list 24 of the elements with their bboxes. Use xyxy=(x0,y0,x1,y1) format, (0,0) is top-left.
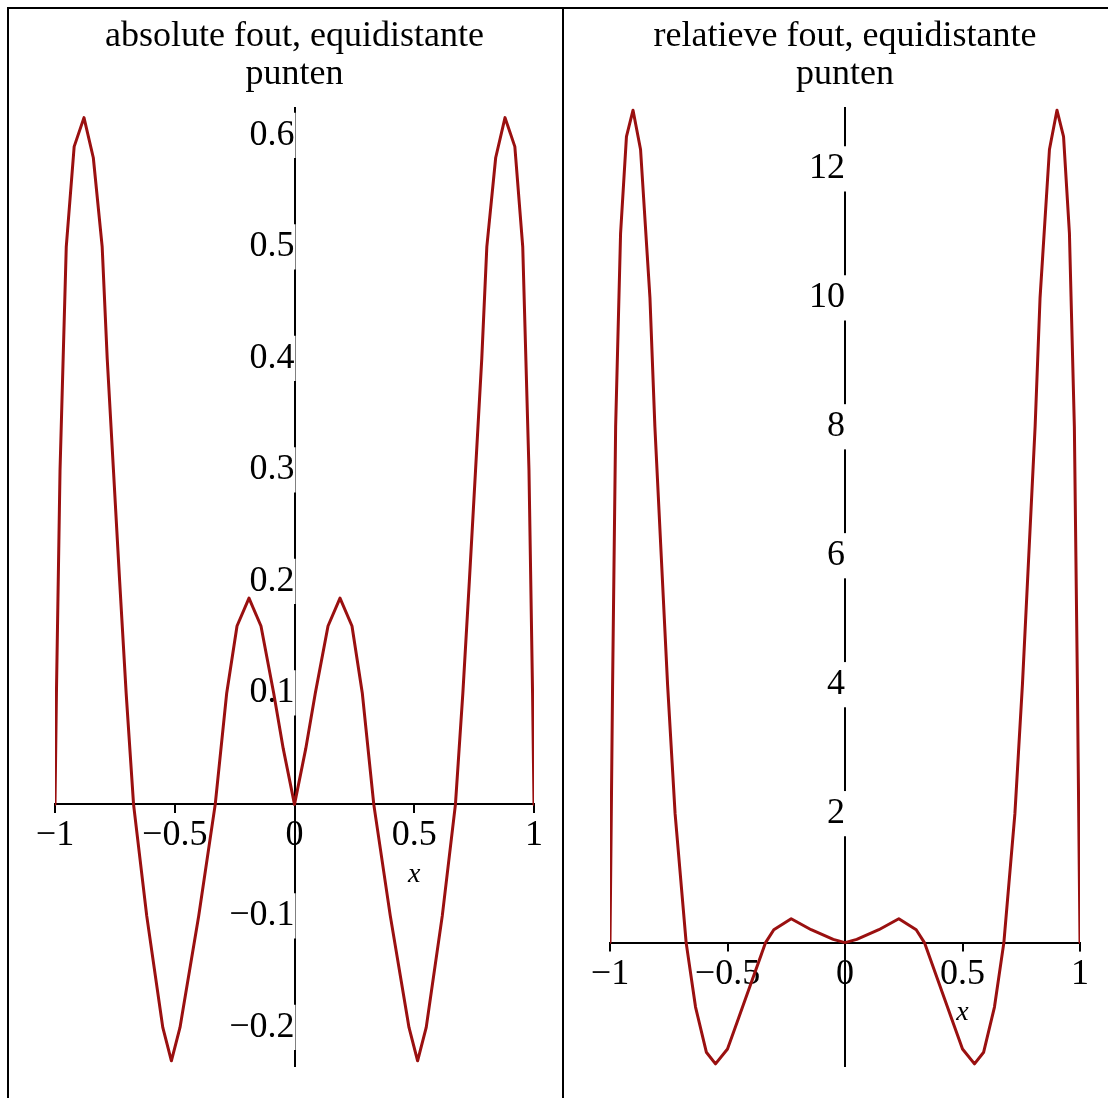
x-tick-label: 1 xyxy=(525,813,543,854)
y-tick-label: 2 xyxy=(827,791,845,832)
y-tick-label: 12 xyxy=(809,146,845,187)
y-tick-label: 10 xyxy=(809,275,845,316)
x-tick-label: 0.5 xyxy=(391,813,437,854)
y-tick-label: 0.2 xyxy=(249,558,295,599)
y-tick-label: 0.4 xyxy=(249,335,295,376)
chart-title: absolute fout, equidistante punten xyxy=(105,14,484,93)
y-tick-label: 0.3 xyxy=(249,447,295,488)
y-tick-label: −0.1 xyxy=(229,893,295,934)
y-tick-label: 6 xyxy=(827,533,845,574)
x-tick-label: −1 xyxy=(590,951,630,992)
x-tick-label: −0.5 xyxy=(142,813,208,854)
y-tick-label: −0.2 xyxy=(229,1004,295,1045)
y-tick-label: 0.6 xyxy=(249,112,295,153)
x-tick-label: 0.5 xyxy=(940,951,985,992)
y-tick-label: 0.5 xyxy=(249,224,295,265)
y-tick-label: 4 xyxy=(827,662,845,703)
y-tick-label: 8 xyxy=(827,404,845,445)
x-tick-label: −1 xyxy=(35,813,75,854)
x-axis-title: x xyxy=(955,994,970,1026)
x-axis-title: x xyxy=(407,856,422,888)
chart-title: relatieve fout, equidistante punten xyxy=(653,14,1037,93)
x-tick-label: 1 xyxy=(1071,951,1089,992)
